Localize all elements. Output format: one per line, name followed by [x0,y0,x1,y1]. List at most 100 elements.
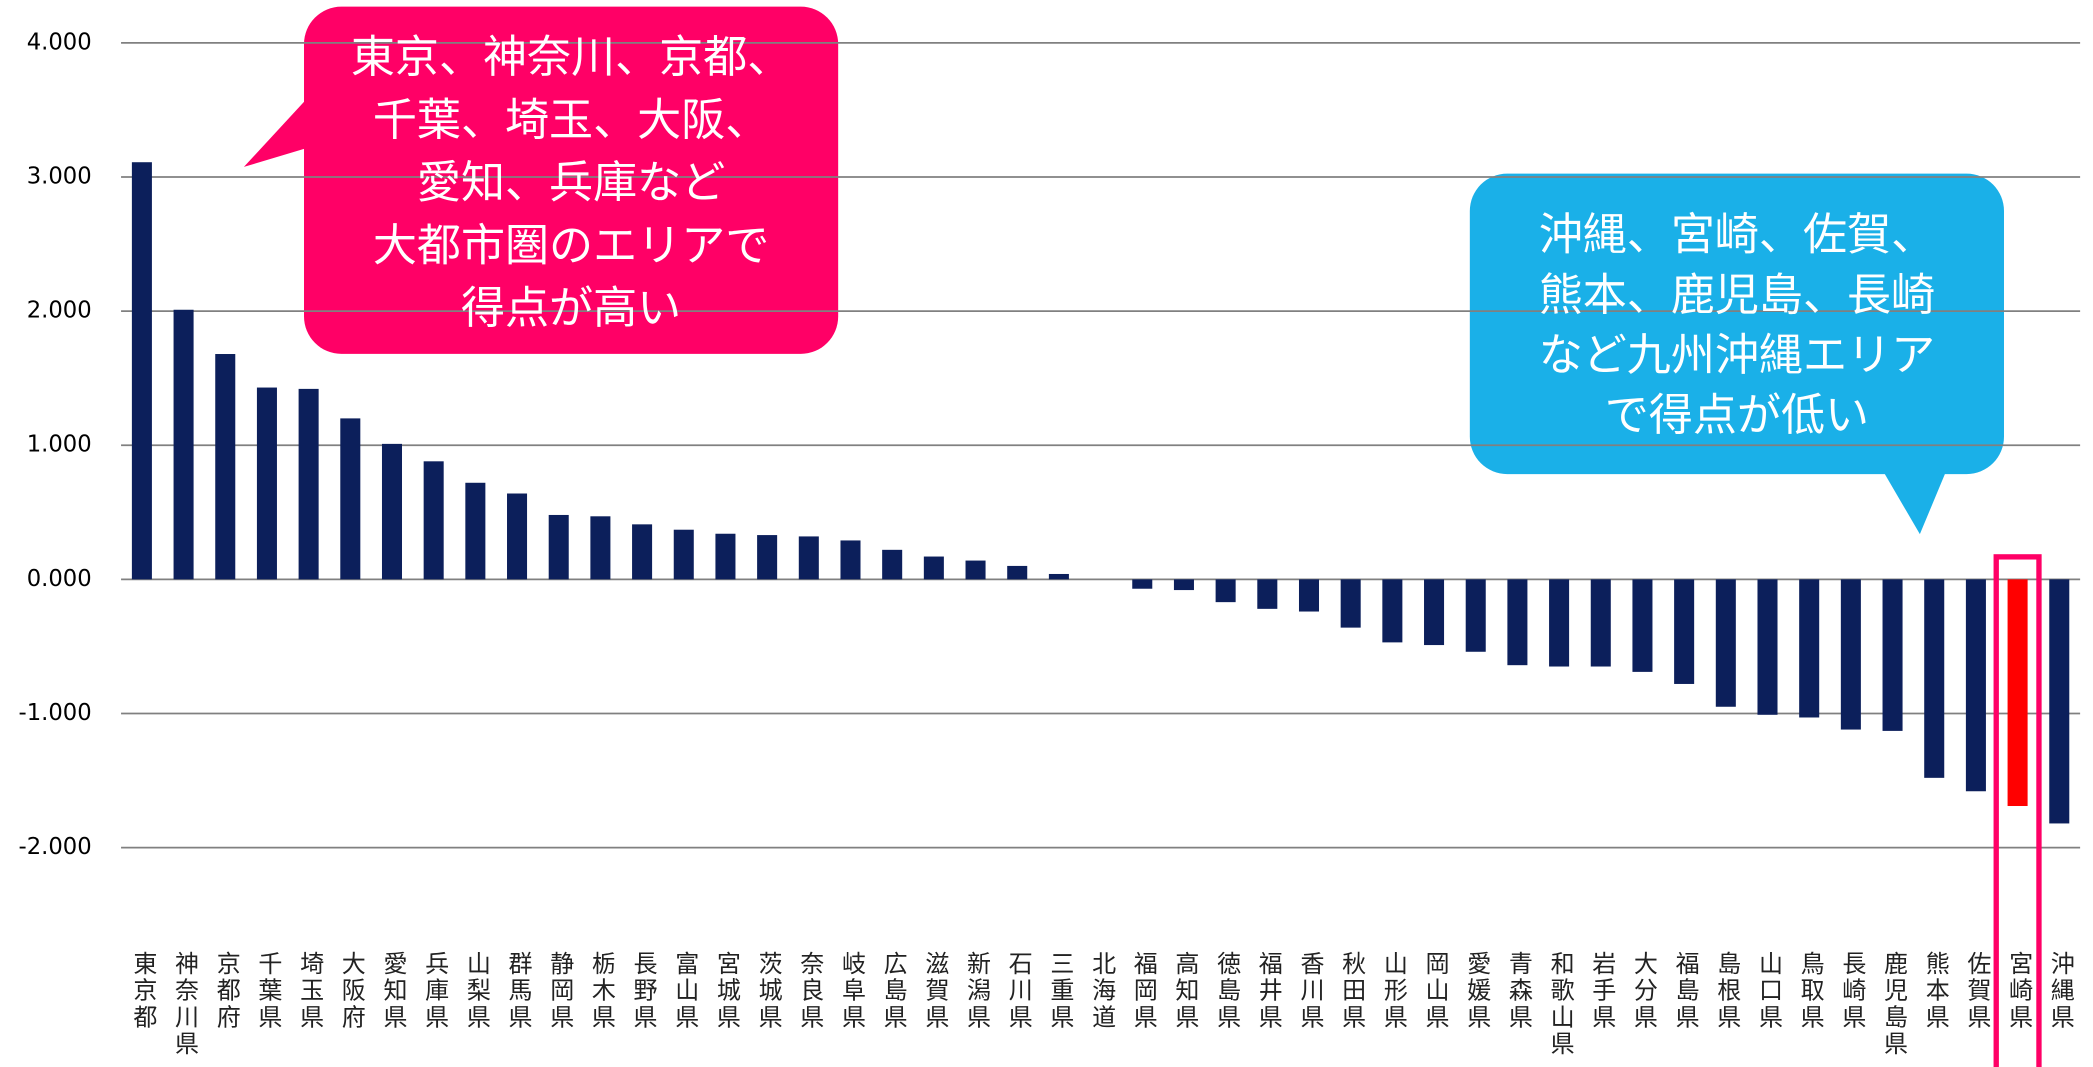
x-tick-label: 沖縄県 [2046,951,2074,1031]
bar [340,418,361,580]
bar [1215,579,1236,603]
bar [715,533,736,580]
x-tick-label: 広島県 [879,951,907,1031]
x-tick-label: 群馬県 [504,951,532,1031]
bar [757,535,778,580]
y-tick-label: 1.000 [27,432,92,458]
x-tick-label: 大分県 [1629,951,1657,1031]
x-tick-label: 奈良県 [796,951,824,1031]
bar [1965,579,1986,792]
annotation-line: 得点が高い [461,283,681,334]
x-tick-label: 熊本県 [1921,951,1949,1031]
bar [1382,579,1403,643]
bar [1048,573,1069,580]
x-tick-label: 秋田県 [1338,951,1366,1031]
x-tick-label: 鹿児島県 [1880,951,1908,1058]
bar [1840,579,1861,730]
bar [673,529,694,580]
bar [1340,579,1361,628]
x-tick-label: 高知県 [1171,951,1199,1031]
bar [1549,579,1570,667]
bar [2049,579,2070,824]
bar [1298,579,1320,612]
bar [590,516,611,580]
x-tick-label: 三重県 [1046,951,1074,1031]
annotation-line: 愛知、兵庫など [417,158,725,209]
bar [1507,579,1528,666]
x-tick-label: 北海道 [1088,951,1116,1031]
x-tick-label: 福島県 [1671,951,1699,1031]
bar [632,524,653,580]
x-tick-label: 千葉県 [254,951,282,1031]
callout-box [1469,173,2004,475]
x-tick-label: 岩手県 [1588,951,1616,1031]
bar [1173,579,1194,591]
annotation-line: 大都市圏のエリアで [373,220,769,271]
bar [923,556,944,580]
annotation-line: で得点が低い [1605,390,1869,441]
bar [1799,579,1820,718]
x-tick-label: 島根県 [1713,951,1741,1031]
x-tick-label: 富山県 [671,951,699,1031]
annotation-line: 沖縄、宮崎、佐賀、 [1539,210,1935,261]
x-tick-label: 宮崎県 [2005,951,2033,1031]
bar [215,354,236,580]
bar [882,549,903,580]
x-tick-label: 岐阜県 [837,951,865,1031]
x-tick-label: 新潟県 [963,951,991,1031]
x-tick-label: 和歌山県 [1546,951,1574,1058]
bar [465,482,486,580]
annotation-line: 東京、神奈川、京都、 [351,32,791,83]
x-tick-label: 福岡県 [1129,951,1157,1031]
x-tick-label: 福井県 [1254,951,1282,1031]
highlight-frame [1993,554,2042,1067]
x-tick-label: 山口県 [1754,951,1782,1031]
bar [1257,579,1278,609]
x-tick-label: 青森県 [1504,951,1532,1031]
x-tick-label: 佐賀県 [1963,951,1991,1031]
x-tick-label: 京都府 [212,951,240,1031]
x-tick-label: 鳥取県 [1796,951,1824,1031]
x-tick-label: 大阪府 [337,951,365,1031]
bar [1590,579,1611,667]
x-tick-label: 茨城県 [754,951,782,1031]
x-tick-label: 岡山県 [1421,951,1449,1031]
x-tick-label: 愛知県 [379,951,407,1031]
bar [256,387,277,580]
y-tick-label: -1.000 [19,700,92,726]
bar [1465,579,1486,652]
x-tick-label: 埼玉県 [296,951,324,1031]
bar [173,309,194,580]
annotation-line: など九州沖縄エリア [1539,330,1935,381]
bar [1924,579,1945,778]
y-tick-label: 3.000 [27,163,92,189]
callout-box [304,6,839,354]
bar [2007,579,2028,807]
x-tick-label: 滋賀県 [921,951,949,1031]
annotation-line: 熊本、鹿児島、長崎 [1539,270,1935,321]
bar [1882,579,1903,731]
bar [381,443,403,580]
x-tick-label: 静岡県 [546,951,574,1031]
bar [1007,565,1028,580]
y-tick-label: 0.000 [27,566,92,592]
x-tick-label: 神奈川県 [171,951,199,1058]
y-tick-label: 2.000 [27,298,92,324]
x-tick-label: 兵庫県 [421,951,449,1031]
bar [1674,579,1695,684]
bar [298,388,319,580]
x-tick-label: 徳島県 [1213,951,1241,1031]
bar [1632,579,1653,672]
bar [798,536,819,580]
bar [131,162,152,580]
x-tick-label: 愛媛県 [1463,951,1491,1031]
bar [965,560,986,580]
x-tick-label: 香川県 [1296,951,1324,1031]
x-tick-label: 山梨県 [462,951,490,1031]
bar [1424,579,1445,646]
bar [1757,579,1778,715]
bar [1132,579,1153,589]
bar [507,493,528,580]
x-tick-label: 長崎県 [1838,951,1866,1031]
